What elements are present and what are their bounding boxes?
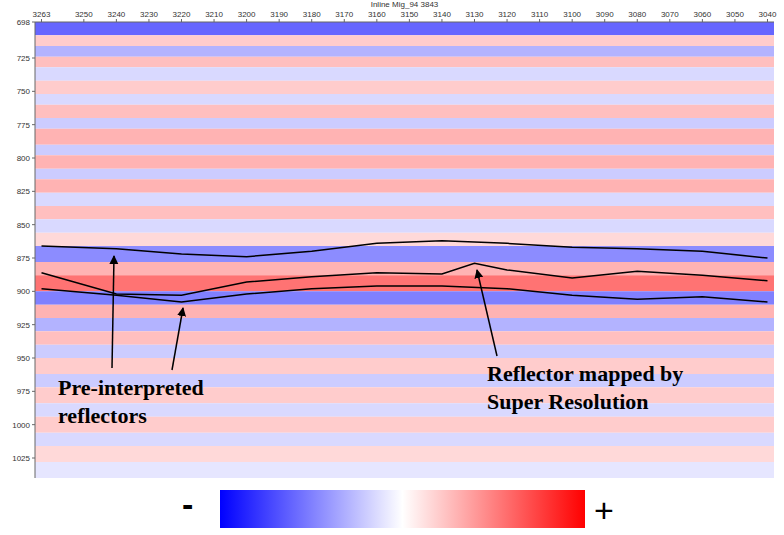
svg-text:3210: 3210 bbox=[205, 10, 223, 19]
svg-text:3140: 3140 bbox=[433, 10, 451, 19]
svg-text:3130: 3130 bbox=[466, 10, 484, 19]
svg-text:975: 975 bbox=[17, 387, 31, 396]
svg-text:3190: 3190 bbox=[270, 10, 288, 19]
svg-text:3090: 3090 bbox=[596, 10, 614, 19]
svg-text:3263: 3263 bbox=[33, 10, 51, 19]
svg-text:3240: 3240 bbox=[107, 10, 125, 19]
svg-text:3200: 3200 bbox=[238, 10, 256, 19]
svg-text:3180: 3180 bbox=[303, 10, 321, 19]
svg-text:3110: 3110 bbox=[531, 10, 549, 19]
svg-text:3080: 3080 bbox=[628, 10, 646, 19]
svg-text:3060: 3060 bbox=[693, 10, 711, 19]
svg-text:800: 800 bbox=[17, 154, 31, 163]
svg-text:825: 825 bbox=[17, 187, 31, 196]
svg-text:698: 698 bbox=[17, 18, 31, 27]
svg-text:3040: 3040 bbox=[759, 10, 777, 19]
html-text:Inline Mig_94 3843: Inline Mig_94 3843 bbox=[370, 0, 439, 9]
svg-text:1025: 1025 bbox=[12, 454, 30, 463]
html-text:Pre-interpreted reflectors: Pre-interpreted reflectors bbox=[58, 375, 204, 428]
svg-text:775: 775 bbox=[17, 121, 31, 130]
svg-text:850: 850 bbox=[17, 221, 31, 230]
svg-text:900: 900 bbox=[17, 287, 31, 296]
svg-text:3250: 3250 bbox=[75, 10, 93, 19]
html-text:Reflector mapped by Super Reso: Reflector mapped by Super Resolution bbox=[487, 361, 684, 414]
svg-text:950: 950 bbox=[17, 354, 31, 363]
svg-text:875: 875 bbox=[17, 254, 31, 263]
svg-text:3220: 3220 bbox=[173, 10, 191, 19]
svg-text:3050: 3050 bbox=[726, 10, 744, 19]
svg-text:3170: 3170 bbox=[335, 10, 353, 19]
svg-text:3160: 3160 bbox=[368, 10, 386, 19]
svg-text:3070: 3070 bbox=[661, 10, 679, 19]
svg-text:750: 750 bbox=[17, 87, 31, 96]
svg-text:3150: 3150 bbox=[400, 10, 418, 19]
svg-text:1000: 1000 bbox=[12, 421, 30, 430]
svg-text:3100: 3100 bbox=[563, 10, 581, 19]
svg-text:3230: 3230 bbox=[140, 10, 158, 19]
svg-text:925: 925 bbox=[17, 321, 31, 330]
svg-text:725: 725 bbox=[17, 54, 31, 63]
svg-text:3120: 3120 bbox=[498, 10, 516, 19]
